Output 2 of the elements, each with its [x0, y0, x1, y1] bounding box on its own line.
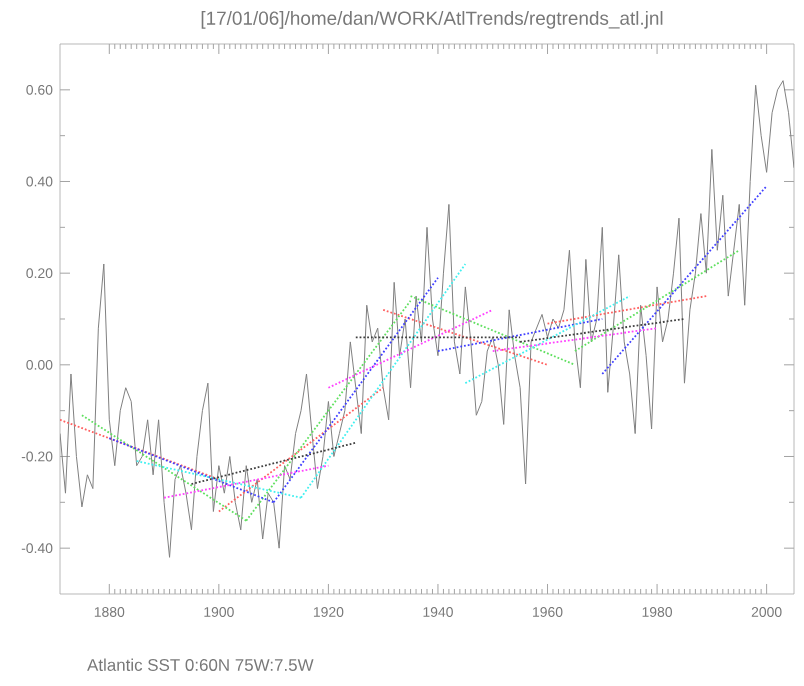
- text: Atlantic SST 0:60N 75W:7.5W: [87, 658, 314, 671]
- chart-title: [17/01/06]/home/dan/WORK/AtlTrends/regtrends_atl.jnl: [201, 11, 663, 29]
